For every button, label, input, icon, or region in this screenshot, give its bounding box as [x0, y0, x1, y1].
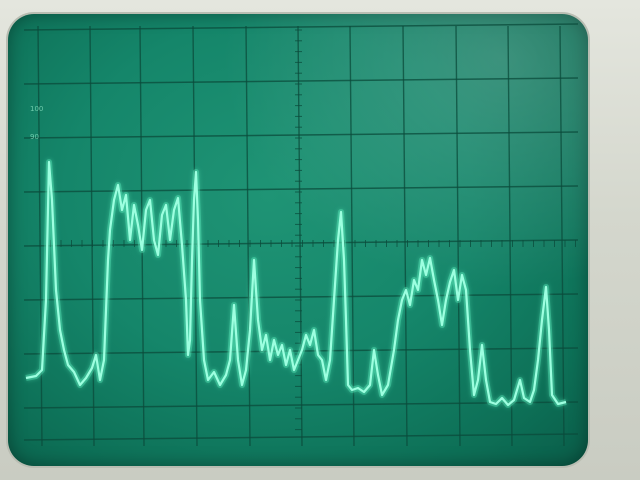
graticule-horizontal-line [23, 23, 579, 31]
graticule-horizontal-line [23, 131, 579, 139]
graticule-horizontal-line [23, 293, 579, 301]
graticule-vertical-line [297, 25, 303, 447]
graticule-ticks [39, 29, 576, 431]
waveform-trace [25, 160, 567, 407]
graticule-horizontal-line [23, 77, 579, 85]
graticule-vertical-line [349, 25, 355, 447]
graticule-vertical-line [245, 25, 251, 447]
graticule-label-100: 100 [30, 105, 44, 113]
graticule-horizontal-line [23, 433, 579, 441]
graticule-vertical-line [402, 25, 408, 447]
graticule-vertical-line [507, 25, 513, 447]
graticule-vertical-line [455, 25, 461, 447]
graticule-horizontal-line [23, 185, 579, 193]
graticule-vertical-line [37, 25, 43, 447]
graticule-horizontal-line [23, 401, 579, 409]
graticule-horizontal-line [23, 239, 579, 247]
graticule-vertical-line [559, 25, 565, 447]
graticule-label-90: 90 [30, 133, 39, 141]
graticule-vertical-line [89, 25, 95, 447]
